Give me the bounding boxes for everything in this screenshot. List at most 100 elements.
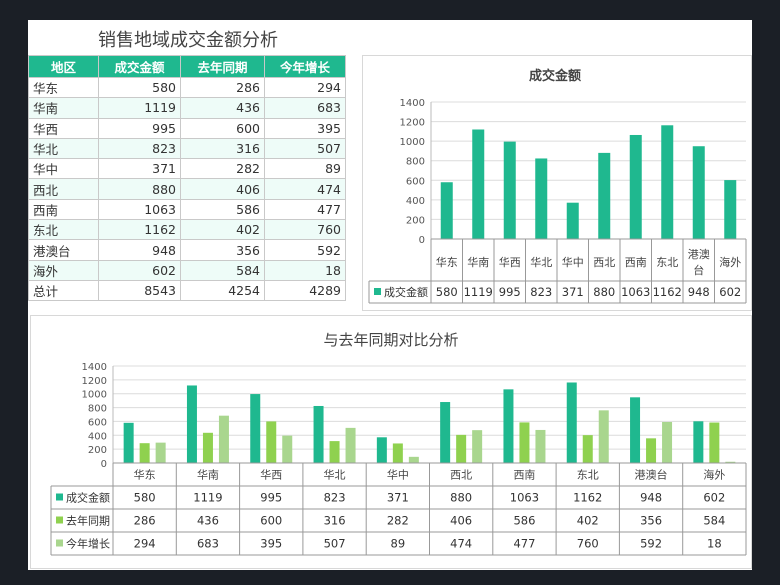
- bar: [598, 152, 611, 239]
- value-cell[interactable]: 8543: [98, 279, 181, 302]
- value-cell[interactable]: 995: [98, 117, 181, 139]
- bar: [313, 405, 324, 463]
- bar: [408, 456, 419, 463]
- chart-amount[interactable]: 成交金额 0 200 400 600 800 1000 1200 1400 华东 580 华南 1119…: [362, 55, 752, 311]
- bar: [725, 461, 736, 463]
- value-cell[interactable]: 316: [180, 137, 265, 160]
- category-label: 华中: [562, 255, 584, 269]
- chart-title: 与去年同期对比分析: [323, 331, 458, 349]
- value-cell[interactable]: 1119: [98, 97, 181, 119]
- bar: [662, 421, 673, 463]
- legend-label: 今年增长: [66, 537, 110, 551]
- data-table-value: 474: [450, 537, 472, 551]
- y-tick-label: 1000: [400, 137, 425, 148]
- value-cell[interactable]: 592: [264, 239, 346, 261]
- value-cell[interactable]: 477: [264, 198, 346, 221]
- value-cell[interactable]: 18: [264, 259, 346, 281]
- bar: [629, 134, 642, 239]
- data-table-value: 1162: [573, 491, 602, 505]
- column-header[interactable]: 今年增长: [264, 55, 346, 78]
- y-tick-label: 600: [88, 417, 107, 428]
- value-cell[interactable]: 294: [264, 76, 346, 99]
- chart-comparison[interactable]: 与去年同期对比分析 0 200 400 600 800 1000 1200 1400 华东 580 2…: [30, 315, 752, 569]
- data-table-value: 580: [134, 491, 156, 505]
- legend-swatch: [56, 493, 63, 501]
- value-cell[interactable]: 880: [98, 178, 181, 200]
- column-header[interactable]: 地区: [28, 55, 99, 78]
- category-label: 东北: [577, 469, 599, 482]
- category-label: 华中: [387, 468, 409, 482]
- value-cell[interactable]: 580: [98, 76, 181, 99]
- region-cell[interactable]: 华东: [28, 76, 99, 99]
- region-cell[interactable]: 华南: [28, 97, 99, 119]
- table-row: 东北 1162 402 760: [28, 219, 346, 241]
- category-label: 西南: [625, 256, 647, 269]
- column-header[interactable]: 去年同期: [180, 55, 265, 78]
- value-cell[interactable]: 282: [180, 158, 265, 180]
- bar: [472, 430, 483, 463]
- spreadsheet: 销售地域成交金额分析 地区 成交金额 去年同期 今年增长 华东 580 286 294 华南 1…: [28, 20, 752, 570]
- value-cell[interactable]: 602: [98, 259, 181, 281]
- value-cell[interactable]: 507: [264, 137, 346, 160]
- data-table-value: 880: [593, 285, 615, 299]
- category-label: 东北: [656, 256, 678, 269]
- bar: [503, 141, 516, 239]
- region-cell[interactable]: 海外: [28, 259, 99, 281]
- value-cell[interactable]: 586: [180, 198, 265, 221]
- region-cell[interactable]: 华北: [28, 137, 99, 160]
- data-table-value: 600: [260, 514, 282, 528]
- bar: [598, 410, 609, 463]
- region-cell[interactable]: 西南: [28, 198, 99, 221]
- category-label: 西南: [513, 469, 535, 482]
- value-cell[interactable]: 474: [264, 178, 346, 200]
- category-label: 华北: [324, 468, 346, 482]
- value-cell[interactable]: 760: [264, 219, 346, 241]
- value-cell[interactable]: 600: [180, 117, 265, 139]
- y-tick-label: 400: [88, 431, 107, 442]
- column-header[interactable]: 成交金额: [98, 55, 181, 78]
- region-cell[interactable]: 总计: [28, 279, 99, 302]
- value-cell[interactable]: 1162: [98, 219, 181, 241]
- bar: [250, 394, 261, 463]
- value-cell[interactable]: 1063: [98, 198, 181, 221]
- region-cell[interactable]: 东北: [28, 219, 99, 241]
- value-cell[interactable]: 89: [264, 158, 346, 180]
- value-cell[interactable]: 823: [98, 137, 181, 160]
- bar: [709, 422, 720, 463]
- value-cell[interactable]: 406: [180, 178, 265, 200]
- value-cell[interactable]: 356: [180, 239, 265, 261]
- table-row: 西南 1063 586 477: [28, 198, 346, 221]
- bar: [345, 427, 356, 463]
- region-cell[interactable]: 华西: [28, 117, 99, 139]
- bar: [566, 202, 579, 239]
- region-cell[interactable]: 华中: [28, 158, 99, 180]
- value-cell[interactable]: 395: [264, 117, 346, 139]
- category-label: 华北: [530, 255, 552, 269]
- value-cell[interactable]: 584: [180, 259, 265, 281]
- value-cell[interactable]: 371: [98, 158, 181, 180]
- data-table-value: 1063: [510, 491, 539, 505]
- value-cell[interactable]: 4289: [264, 279, 346, 302]
- bar: [630, 397, 641, 463]
- region-cell[interactable]: 港澳台: [28, 239, 99, 261]
- value-cell[interactable]: 436: [180, 97, 265, 119]
- table-row: 华南 1119 436 683: [28, 97, 346, 119]
- category-label: 华东: [134, 468, 156, 482]
- value-cell[interactable]: 948: [98, 239, 181, 261]
- data-table-value: 436: [197, 514, 219, 528]
- value-cell[interactable]: 286: [180, 76, 265, 99]
- table-row: 华北 823 316 507: [28, 137, 346, 160]
- data-table-value: 18: [707, 537, 722, 551]
- category-label: 海外: [703, 468, 725, 482]
- table-row: 华东 580 286 294: [28, 76, 346, 99]
- y-tick-label: 200: [406, 215, 425, 226]
- category-label: 港澳: [688, 248, 710, 261]
- data-table-value: 477: [513, 537, 535, 551]
- value-cell[interactable]: 402: [180, 219, 265, 241]
- y-tick-label: 0: [101, 459, 107, 470]
- region-cell[interactable]: 西北: [28, 178, 99, 200]
- y-tick-label: 1200: [400, 118, 425, 129]
- value-cell[interactable]: 683: [264, 97, 346, 119]
- value-cell[interactable]: 4254: [180, 279, 265, 302]
- y-tick-label: 1400: [82, 362, 107, 373]
